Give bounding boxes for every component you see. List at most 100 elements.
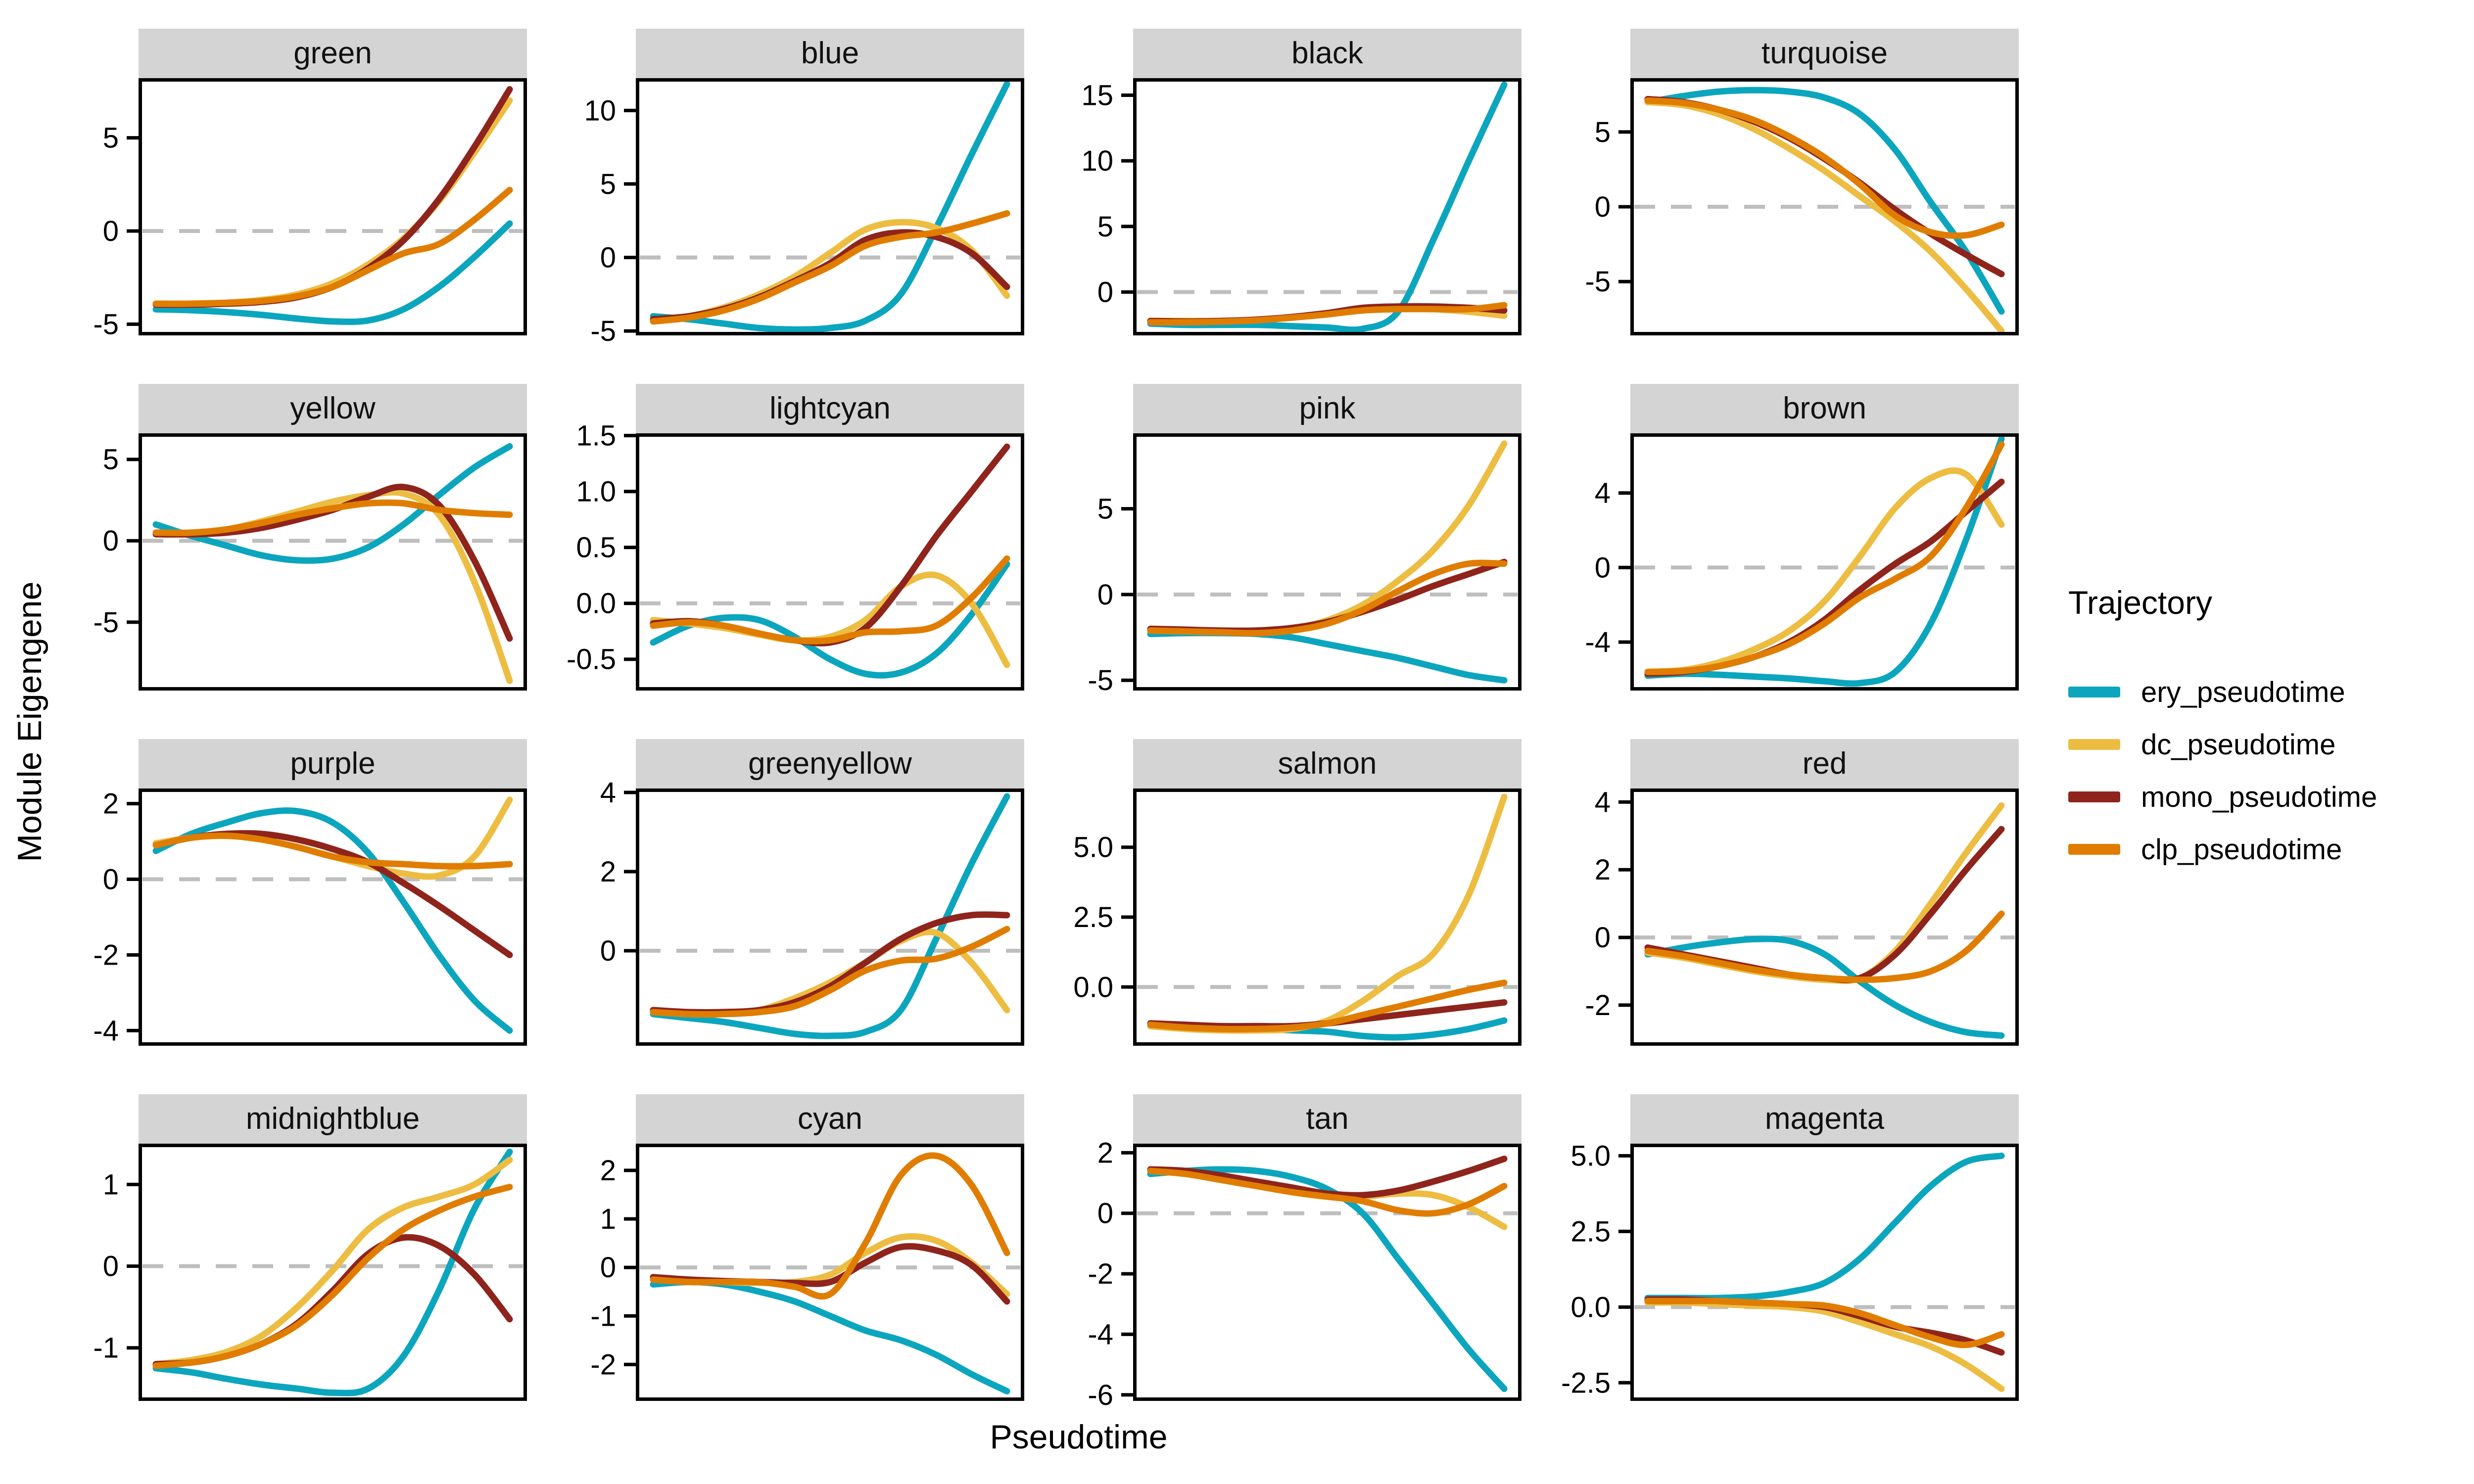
svg-text:1.0: 1.0	[576, 476, 616, 508]
facet-strip-blue: blue	[636, 29, 1024, 78]
svg-text:0.5: 0.5	[576, 532, 616, 564]
facet-plot-green: 5 0 -5	[93, 78, 527, 340]
svg-text:-0.5: -0.5	[567, 644, 616, 676]
svg-text:-4: -4	[93, 1015, 119, 1047]
facet-plot-midnightblue: 1 0 -1	[93, 1144, 527, 1401]
svg-text:2: 2	[1595, 854, 1611, 886]
facet-strip-midnightblue: midnightblue	[139, 1094, 527, 1144]
facet-plot-turquoise: 5 0 -5	[1585, 78, 2019, 335]
svg-text:5.0: 5.0	[1073, 832, 1113, 864]
svg-text:0: 0	[103, 1251, 119, 1283]
facet-plot-red: 4 2 0 -2	[1585, 786, 2019, 1046]
facet-black: black 15 10 5 0	[1019, 29, 1522, 340]
facet-turquoise: turquoise 5 0 -5	[1517, 29, 2019, 340]
facet-plot-purple: 2 0 -2 -4	[93, 788, 527, 1047]
facet-plot-lightcyan: 1.5 1.0 0.5 0.0 -0.5	[567, 420, 1024, 691]
svg-text:-5: -5	[590, 315, 616, 347]
facet-tan: tan 2 0 -2 -4 -6	[1019, 1094, 1522, 1411]
svg-text:0: 0	[1097, 579, 1113, 611]
svg-text:0: 0	[1595, 191, 1611, 223]
facet-yellow: yellow 5 0 -5	[25, 384, 527, 696]
svg-text:2: 2	[1097, 1137, 1113, 1169]
facet-plot-black: 15 10 5 0	[1081, 78, 1522, 335]
svg-text:-2.5: -2.5	[1561, 1367, 1611, 1399]
facet-strip-brown: brown	[1630, 384, 2019, 433]
facet-purple: purple 2 0 -2 -4	[25, 739, 527, 1051]
facet-strip-yellow: yellow	[139, 384, 527, 433]
facet-plot-brown: 4 0 -4	[1585, 433, 2019, 691]
facet-strip-pink: pink	[1133, 384, 1522, 433]
svg-text:0: 0	[1595, 552, 1611, 584]
legend-title: Trajectory	[2068, 584, 2212, 621]
svg-text:-1: -1	[93, 1332, 119, 1364]
svg-text:-5: -5	[1585, 266, 1611, 298]
svg-text:-4: -4	[1585, 626, 1611, 658]
facet-green: green 5 0 -5	[25, 29, 527, 340]
legend-item-label: ery_pseudotime	[2141, 676, 2345, 708]
facet-plot-magenta: 5.0 2.5 0.0 -2.5	[1561, 1140, 2019, 1401]
legend-item-mono: mono_pseudotime	[2068, 771, 2464, 823]
facet-strip-greenyellow: greenyellow	[636, 739, 1024, 788]
facet-plot-blue: 10 5 0 -5	[584, 78, 1024, 347]
x-axis-title: Pseudotime	[990, 1418, 1168, 1456]
svg-text:-5: -5	[1088, 664, 1113, 696]
facet-strip-black: black	[1133, 29, 1522, 78]
legend-item-clp: clp_pseudotime	[2068, 823, 2464, 876]
legend-item-label: dc_pseudotime	[2141, 728, 2336, 761]
svg-text:5: 5	[1097, 211, 1113, 243]
facet-pink: pink 5 0 -5	[1019, 384, 1522, 696]
mono-line-swatch	[2068, 791, 2120, 802]
svg-text:-2: -2	[1088, 1258, 1113, 1290]
facet-plot-tan: 2 0 -2 -4 -6	[1088, 1137, 1522, 1411]
facet-strip-green: green	[139, 29, 527, 78]
svg-text:0: 0	[103, 525, 119, 557]
dc-line-swatch	[2068, 739, 2120, 750]
svg-text:15: 15	[1081, 80, 1113, 112]
svg-text:-1: -1	[590, 1300, 616, 1332]
facet-plot-salmon: 5.0 2.5 0.0	[1073, 788, 1522, 1046]
facet-strip-salmon: salmon	[1133, 739, 1522, 788]
legend-item-label: clp_pseudotime	[2141, 833, 2342, 866]
facet-midnightblue: midnightblue 1 0 -1	[25, 1094, 527, 1406]
svg-text:4: 4	[1595, 477, 1611, 510]
svg-text:0: 0	[103, 864, 119, 896]
facet-strip-magenta: magenta	[1630, 1094, 2019, 1144]
facet-greenyellow: greenyellow 4 2 0	[522, 739, 1024, 1051]
facet-strip-cyan: cyan	[636, 1094, 1024, 1144]
facet-lightcyan: lightcyan 1.5 1.0 0.5 0.0 -0.5	[522, 384, 1024, 696]
svg-text:2.5: 2.5	[1073, 901, 1113, 933]
facet-red: red 4 2 0 -2	[1517, 739, 2019, 1051]
svg-text:5: 5	[1595, 116, 1611, 148]
legend-item-dc: dc_pseudotime	[2068, 718, 2464, 771]
facet-plot-cyan: 2 1 0 -1 -2	[590, 1144, 1024, 1401]
svg-text:-6: -6	[1088, 1379, 1113, 1411]
svg-text:1.5: 1.5	[576, 420, 616, 452]
svg-text:2: 2	[103, 788, 119, 820]
facet-plot-greenyellow: 4 2 0	[600, 777, 1024, 1046]
svg-text:0: 0	[600, 1252, 616, 1284]
svg-text:0: 0	[1097, 1198, 1113, 1230]
facet-blue: blue 10 5 0 -5	[522, 29, 1024, 347]
svg-text:0: 0	[103, 215, 119, 247]
ery-line-swatch	[2068, 687, 2120, 697]
facet-magenta: magenta 5.0 2.5 0.0 -2.5	[1517, 1094, 2019, 1406]
facet-plot-yellow: 5 0 -5	[93, 433, 527, 691]
legend-item-label: mono_pseudotime	[2141, 781, 2378, 813]
svg-text:5.0: 5.0	[1570, 1140, 1611, 1172]
svg-text:0: 0	[600, 242, 616, 274]
facet-plot-pink: 5 0 -5	[1088, 433, 1522, 696]
svg-text:4: 4	[1595, 786, 1611, 818]
svg-text:4: 4	[600, 777, 616, 809]
facet-cyan: cyan 2 1 0 -1 -2	[522, 1094, 1024, 1406]
svg-text:1: 1	[600, 1203, 616, 1235]
svg-text:-2: -2	[1585, 989, 1611, 1021]
svg-text:0: 0	[600, 935, 616, 967]
clp-line-swatch	[2068, 844, 2120, 855]
svg-text:0.0: 0.0	[576, 588, 616, 620]
svg-text:-5: -5	[93, 606, 119, 639]
svg-text:2: 2	[600, 1155, 616, 1187]
svg-text:2: 2	[600, 856, 616, 888]
facet-strip-purple: purple	[139, 739, 527, 788]
svg-text:2.5: 2.5	[1570, 1215, 1611, 1248]
